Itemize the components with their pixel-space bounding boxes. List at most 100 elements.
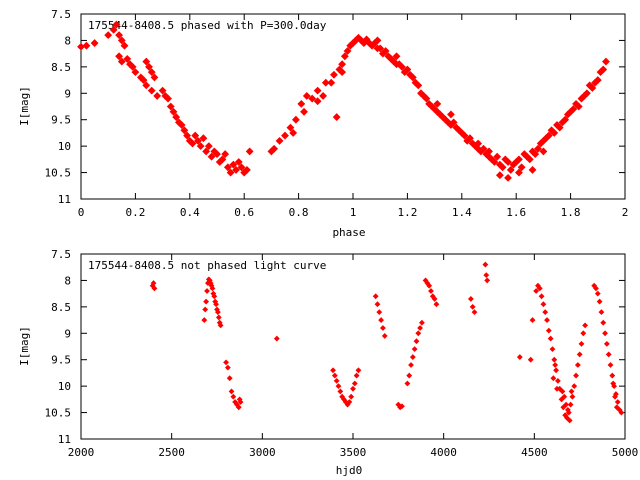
data-point — [504, 158, 512, 166]
y-tick-label: 7.5 — [51, 8, 71, 21]
data-point — [112, 20, 121, 29]
unphased-x-axis-label: hjd0 — [336, 464, 363, 477]
data-point — [422, 94, 431, 103]
data-point — [147, 86, 156, 95]
data-point — [392, 60, 401, 69]
data-point — [602, 330, 608, 337]
x-tick-label: 1.6 — [506, 206, 526, 219]
data-point — [302, 92, 311, 100]
data-point — [482, 261, 489, 268]
data-point — [343, 47, 352, 55]
data-point — [330, 70, 338, 79]
data-point — [123, 55, 132, 63]
data-point — [533, 288, 540, 294]
data-point — [313, 86, 322, 95]
data-point — [573, 372, 579, 379]
x-tick-label: 2 — [622, 206, 629, 219]
data-point — [158, 86, 167, 95]
data-point — [228, 388, 235, 395]
phased-data-points — [77, 20, 610, 182]
x-tick-label: 0 — [78, 206, 85, 219]
data-point — [568, 388, 575, 395]
data-point — [372, 293, 379, 300]
data-point — [213, 150, 221, 158]
data-point — [169, 107, 178, 116]
data-point — [613, 404, 620, 411]
data-point — [558, 396, 565, 403]
data-point — [490, 158, 499, 166]
data-point — [594, 290, 601, 297]
data-point — [331, 372, 338, 379]
data-point — [561, 393, 568, 400]
x-tick-label: 3000 — [249, 446, 276, 459]
x-tick-label: 0.8 — [289, 206, 309, 219]
data-point — [204, 288, 210, 294]
data-point — [515, 155, 523, 164]
data-point — [151, 285, 158, 292]
data-point — [380, 325, 386, 331]
y-tick-label: 11 — [58, 193, 71, 206]
data-point — [598, 309, 605, 316]
data-point — [431, 296, 438, 302]
data-point — [578, 340, 585, 347]
data-point — [82, 41, 91, 50]
data-point — [150, 73, 159, 82]
data-point — [504, 173, 512, 182]
data-point — [571, 383, 578, 390]
data-point — [392, 52, 401, 61]
data-point — [346, 399, 353, 405]
data-point — [381, 47, 390, 55]
data-point — [270, 144, 279, 153]
unphased-light-curve-panel: 175544-8408.5 not phased light curve 200… — [18, 248, 638, 477]
data-point — [214, 309, 221, 316]
data-point — [376, 44, 385, 53]
data-point — [337, 388, 344, 395]
data-point — [561, 115, 570, 124]
data-point — [291, 115, 300, 124]
data-point — [131, 68, 140, 77]
y-tick-label: 10 — [58, 380, 71, 393]
data-point — [153, 92, 162, 100]
data-point — [115, 52, 123, 61]
data-point — [104, 31, 113, 40]
data-point — [616, 407, 623, 413]
unphased-plot-frame — [80, 253, 626, 440]
unphased-y-axis: 7.5 8 8.5 9 9.5 10 10.5 11 — [45, 248, 625, 446]
data-point — [351, 380, 358, 387]
data-point — [554, 385, 560, 392]
data-point — [398, 62, 406, 71]
data-point — [215, 314, 222, 321]
data-point — [235, 404, 242, 411]
data-point — [201, 317, 208, 323]
data-point — [469, 303, 476, 310]
data-point — [484, 277, 491, 284]
data-point — [515, 168, 523, 177]
data-point — [559, 388, 566, 395]
data-point — [588, 84, 597, 92]
data-point — [534, 144, 542, 153]
data-point — [422, 277, 429, 284]
data-point — [433, 99, 442, 108]
data-point — [413, 338, 420, 345]
data-point — [574, 362, 581, 368]
data-point — [117, 36, 126, 45]
data-point — [566, 417, 573, 424]
data-point — [449, 118, 458, 127]
y-tick-label: 8 — [64, 34, 71, 47]
data-point — [223, 359, 229, 366]
data-point — [447, 110, 455, 119]
data-point — [550, 129, 559, 137]
x-tick-label: 3500 — [340, 446, 367, 459]
data-point — [612, 393, 618, 400]
data-point — [599, 65, 608, 74]
data-point — [330, 367, 336, 374]
data-point — [289, 129, 298, 137]
data-point — [605, 351, 612, 358]
data-point — [474, 139, 483, 148]
x-tick-label: 0.4 — [180, 206, 200, 219]
data-point — [204, 142, 213, 151]
data-point — [495, 171, 504, 180]
data-point — [243, 166, 251, 174]
data-point — [273, 335, 280, 342]
data-point — [528, 166, 537, 174]
